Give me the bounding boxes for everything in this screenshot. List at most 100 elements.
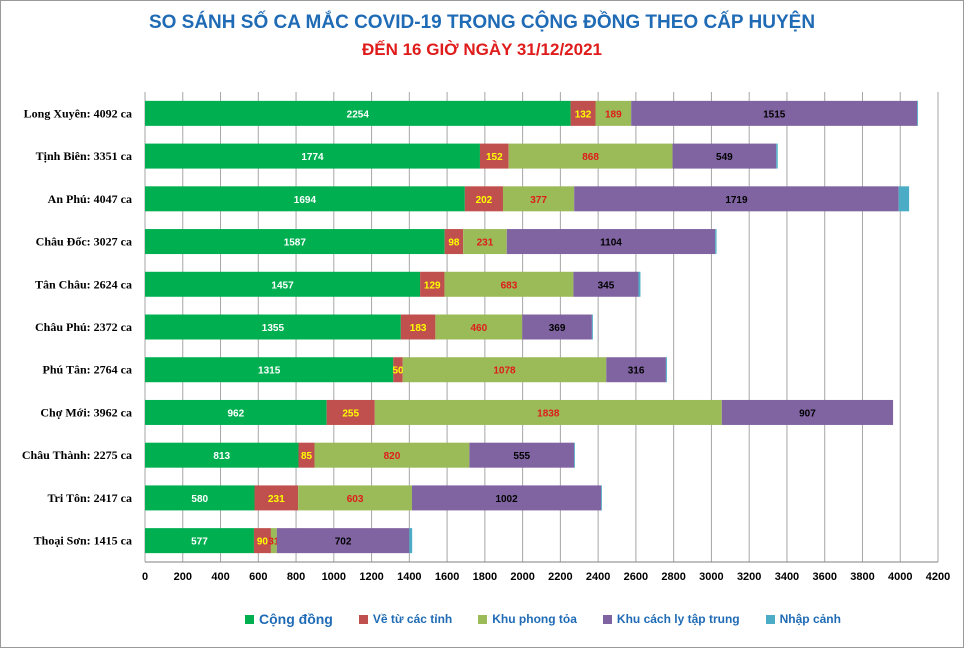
- bar-segment: [145, 143, 480, 169]
- bar-segment: [145, 399, 327, 425]
- bar-segment: [721, 399, 894, 425]
- bar-segment: [672, 143, 777, 169]
- bar-segment: [411, 485, 602, 511]
- data-label: 1002: [495, 494, 518, 505]
- bar-segment: [314, 442, 470, 468]
- bar-segment: [464, 186, 503, 212]
- x-tick-label: 3000: [699, 571, 723, 583]
- data-label: 577: [191, 537, 208, 548]
- bar-segment: [270, 528, 277, 554]
- category-label: Chợ Mới: 3962 ca: [40, 405, 132, 419]
- data-label: 1838: [537, 408, 560, 419]
- category-label: Châu Thành: 2275 ca: [22, 448, 132, 462]
- data-label: 152: [486, 152, 503, 163]
- bar-segment: [298, 485, 412, 511]
- legend-swatch: [478, 614, 488, 624]
- category-label: Long Xuyên: 4092 ca: [24, 106, 132, 120]
- data-label: 580: [191, 494, 208, 505]
- bar-segment: [574, 442, 575, 468]
- x-tick-label: 800: [287, 571, 305, 583]
- bar-segment: [145, 314, 401, 340]
- bar-segment: [409, 528, 413, 554]
- bar-segment: [253, 528, 271, 554]
- data-label: 1355: [262, 323, 285, 334]
- bar-segment: [326, 399, 375, 425]
- x-tick-label: 1400: [397, 571, 421, 583]
- legend-swatch: [358, 614, 368, 624]
- bar-segment: [145, 485, 255, 511]
- bar-segment: [420, 271, 445, 297]
- x-tick-label: 600: [249, 571, 267, 583]
- legend-label: Khu cách ly tập trung: [616, 612, 740, 626]
- data-label: 50: [392, 366, 404, 377]
- data-label: 1315: [258, 366, 281, 377]
- bar-segment: [145, 442, 299, 468]
- bar-segment: [276, 528, 410, 554]
- x-tick-label: 1000: [322, 571, 346, 583]
- x-tick-label: 3400: [775, 571, 799, 583]
- data-label: 603: [347, 494, 364, 505]
- data-label: 183: [410, 323, 427, 334]
- bar-segment: [898, 186, 910, 212]
- data-label: 255: [342, 408, 359, 419]
- bar-segment: [522, 314, 592, 340]
- category-label: Tri Tôn: 2417 ca: [47, 491, 132, 505]
- x-tick-label: 200: [174, 571, 192, 583]
- data-label: 683: [501, 280, 518, 291]
- data-label: 231: [477, 238, 494, 249]
- chart-subtitle: ĐẾN 16 GIỜ NGÀY 31/12/2021: [361, 40, 603, 59]
- bar-segment: [400, 314, 436, 340]
- bar-segment: [601, 485, 602, 511]
- data-label: 129: [424, 280, 441, 291]
- bar-segment: [145, 186, 465, 212]
- bar-segment: [254, 485, 299, 511]
- bar-segment: [393, 357, 403, 383]
- bar-segment: [435, 314, 523, 340]
- data-label: 702: [335, 537, 352, 548]
- legend-swatch: [602, 614, 612, 624]
- x-tick-label: 1600: [435, 571, 459, 583]
- bar-segment: [402, 357, 607, 383]
- bar-segment: [574, 186, 899, 212]
- legend-item: Cộng đồng: [245, 611, 333, 627]
- bar-segment: [638, 271, 641, 297]
- data-label: 820: [384, 451, 401, 462]
- data-label: 98: [448, 238, 460, 249]
- x-tick-label: 2000: [510, 571, 534, 583]
- data-label: 549: [716, 152, 733, 163]
- bar-segment: [298, 442, 315, 468]
- bar-segment: [145, 271, 421, 297]
- bar-segment: [665, 357, 667, 383]
- x-tick-label: 3600: [812, 571, 836, 583]
- x-tick-label: 3800: [850, 571, 874, 583]
- category-label: Phú Tân: 2764 ca: [43, 363, 132, 377]
- bar-segment: [508, 143, 673, 169]
- x-tick-label: 2400: [586, 571, 610, 583]
- bar-segment: [595, 100, 632, 126]
- x-tick-label: 4200: [926, 571, 950, 583]
- legend-label: Cộng đồng: [259, 611, 333, 627]
- legend-item: Khu phong tỏa: [478, 612, 577, 626]
- data-label: 868: [582, 152, 599, 163]
- legend-label: Khu phong tỏa: [492, 612, 577, 626]
- category-label: Tân Châu: 2624 ca: [35, 277, 132, 291]
- x-tick-label: 1800: [473, 571, 497, 583]
- data-label: 90: [257, 537, 269, 548]
- x-tick-label: 1200: [359, 571, 383, 583]
- data-label: 1774: [301, 152, 324, 163]
- category-label: Châu Đốc: 3027 ca: [36, 235, 132, 249]
- bar-segment: [917, 100, 919, 126]
- data-label: 555: [513, 451, 530, 462]
- bar-segment: [502, 186, 575, 212]
- chart-title: SO SÁNH SỐ CA MẮC COVID-19 TRONG CỘNG ĐỒ…: [148, 12, 816, 33]
- bar-segment: [374, 399, 722, 425]
- legend-label: Về từ các tỉnh: [372, 612, 453, 626]
- bar-segment: [606, 357, 666, 383]
- legend-swatch: [245, 614, 254, 624]
- x-tick-label: 400: [211, 571, 229, 583]
- legend-label: Nhập cảnh: [779, 612, 841, 626]
- bar-segment: [145, 229, 445, 255]
- data-label: 1515: [763, 109, 786, 120]
- data-label: 1457: [271, 280, 294, 291]
